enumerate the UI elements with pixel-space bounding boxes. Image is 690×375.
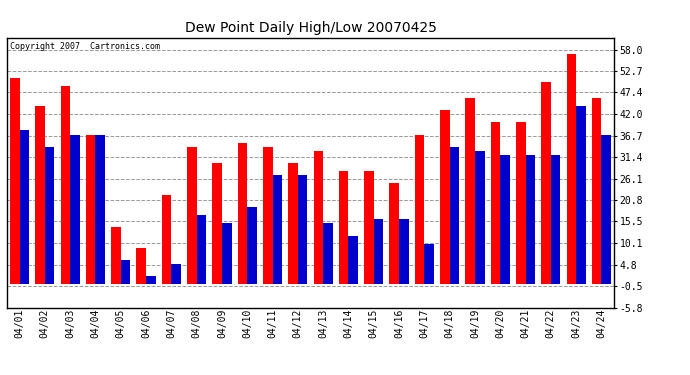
Bar [389,183,399,284]
Bar [95,135,105,284]
Bar [237,142,247,284]
Bar [450,147,460,284]
Bar [526,155,535,284]
Bar [288,163,298,284]
Bar [86,135,95,284]
Bar [475,151,484,284]
Bar [247,207,257,284]
Title: Dew Point Daily High/Low 20070425: Dew Point Daily High/Low 20070425 [184,21,437,35]
Bar [602,135,611,284]
Bar [171,264,181,284]
Bar [137,248,146,284]
Bar [592,98,602,284]
Bar [70,135,80,284]
Bar [161,195,171,284]
Bar [364,171,374,284]
Bar [323,224,333,284]
Text: Copyright 2007  Cartronics.com: Copyright 2007 Cartronics.com [10,42,160,51]
Bar [263,147,273,284]
Bar [516,122,526,284]
Bar [273,175,282,284]
Bar [45,147,55,284]
Bar [197,215,206,284]
Bar [111,228,121,284]
Bar [399,219,408,284]
Bar [566,54,576,284]
Bar [35,106,45,284]
Bar [19,130,29,284]
Bar [465,98,475,284]
Bar [146,276,156,284]
Bar [10,78,19,284]
Bar [374,219,384,284]
Bar [424,244,434,284]
Bar [440,110,450,284]
Bar [491,122,500,284]
Bar [541,82,551,284]
Bar [576,106,586,284]
Bar [415,135,424,284]
Bar [187,147,197,284]
Bar [348,236,358,284]
Bar [121,260,130,284]
Bar [222,224,232,284]
Bar [213,163,222,284]
Bar [500,155,510,284]
Bar [339,171,348,284]
Bar [551,155,560,284]
Bar [298,175,308,284]
Bar [313,151,323,284]
Bar [61,86,70,284]
